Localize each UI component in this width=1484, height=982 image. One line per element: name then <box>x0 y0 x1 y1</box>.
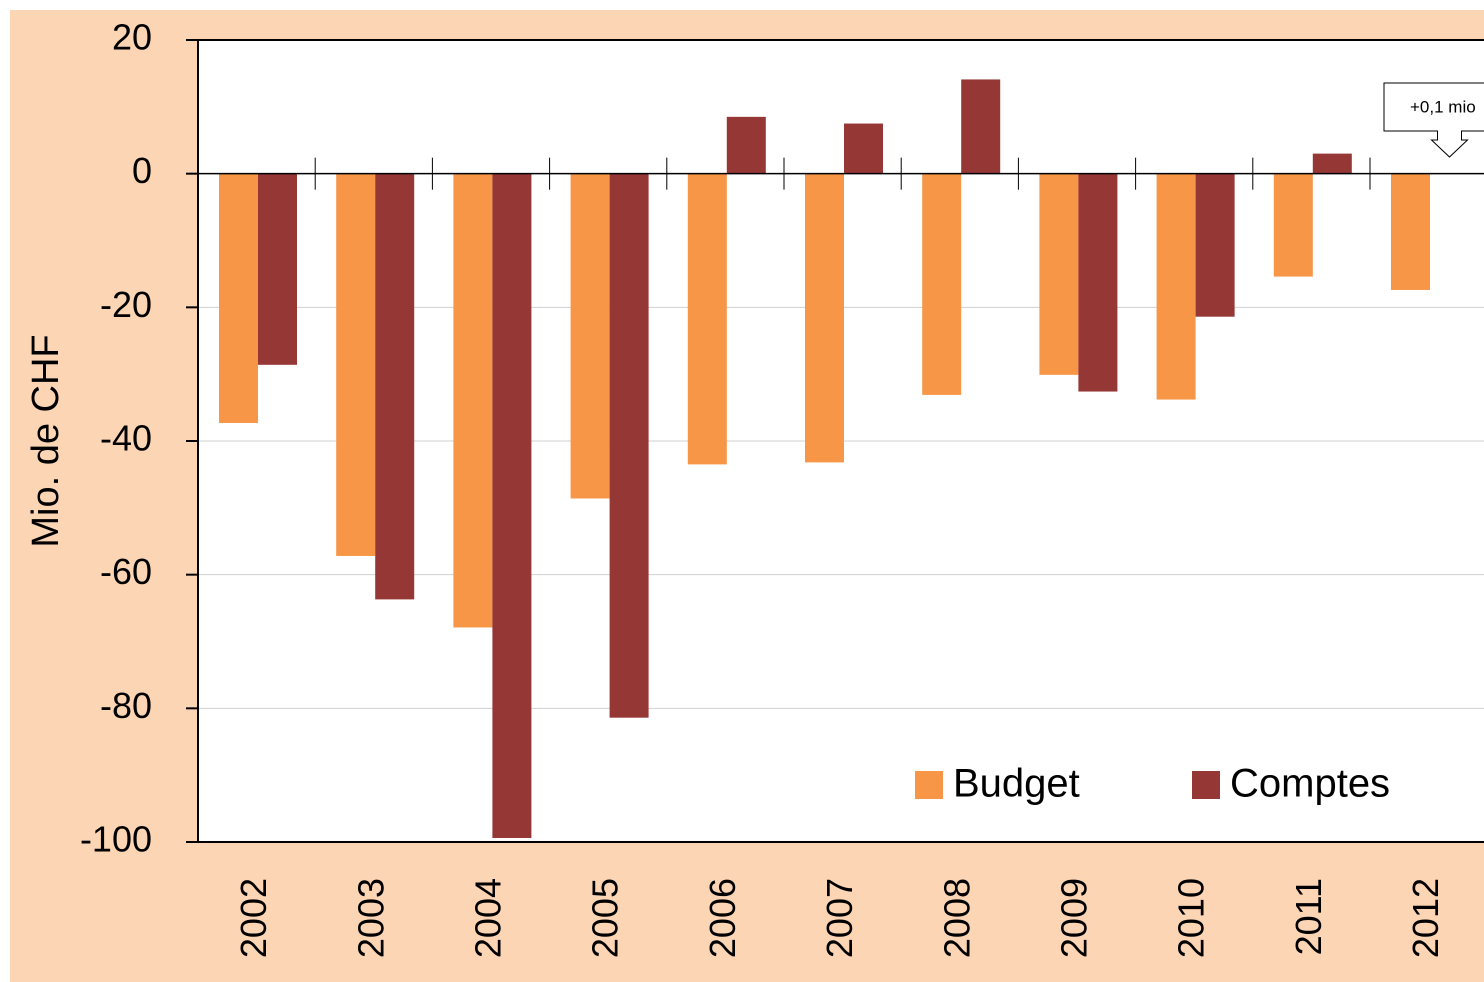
bar <box>375 173 415 600</box>
bar <box>1391 173 1430 290</box>
bar <box>1078 173 1118 392</box>
bar <box>570 173 610 499</box>
bar <box>219 173 258 423</box>
bar <box>726 116 766 174</box>
bar <box>453 173 493 628</box>
y-tick-label: -20 <box>100 284 152 325</box>
bar <box>1273 173 1313 277</box>
bar <box>609 173 649 718</box>
bar <box>961 79 1001 174</box>
y-tick-label: 20 <box>112 17 152 58</box>
x-tick-label: 2006 <box>702 878 743 958</box>
bar <box>492 173 532 838</box>
x-tick-label: 2008 <box>936 878 977 958</box>
x-tick-label: 2009 <box>1054 878 1095 958</box>
x-tick-label: 2011 <box>1288 878 1329 955</box>
legend-label: Budget <box>953 762 1080 806</box>
x-tick-label: 2007 <box>819 878 860 958</box>
x-tick-label: 2004 <box>468 878 509 958</box>
x-tick-label: 2002 <box>233 878 274 958</box>
bar <box>844 123 883 174</box>
y-tick-label: 0 <box>132 150 152 191</box>
x-tick-label: 2005 <box>585 878 626 958</box>
y-tick-label: -60 <box>100 551 152 592</box>
bar <box>258 173 297 365</box>
bar <box>1156 173 1196 400</box>
bar <box>805 173 844 463</box>
legend-label: Comptes <box>1230 762 1390 806</box>
bar <box>687 173 727 465</box>
bar <box>1195 173 1235 317</box>
bar <box>1039 173 1079 375</box>
x-tick-label: 2003 <box>350 878 391 958</box>
bar <box>922 173 962 395</box>
x-tick-label: 2010 <box>1171 878 1212 958</box>
y-axis-label: Mio. de CHF <box>25 334 67 547</box>
bar <box>336 173 376 556</box>
y-tick-label: -100 <box>80 819 152 860</box>
annotation-callout <box>1383 82 1484 158</box>
annotation-text: +0,1 mio <box>1410 97 1476 116</box>
legend-swatch <box>1192 771 1220 799</box>
bar <box>1312 153 1352 174</box>
x-tick-label: 2012 <box>1405 878 1446 958</box>
legend-swatch <box>915 771 943 799</box>
y-tick-label: -80 <box>100 685 152 726</box>
y-tick-label: -40 <box>100 418 152 459</box>
